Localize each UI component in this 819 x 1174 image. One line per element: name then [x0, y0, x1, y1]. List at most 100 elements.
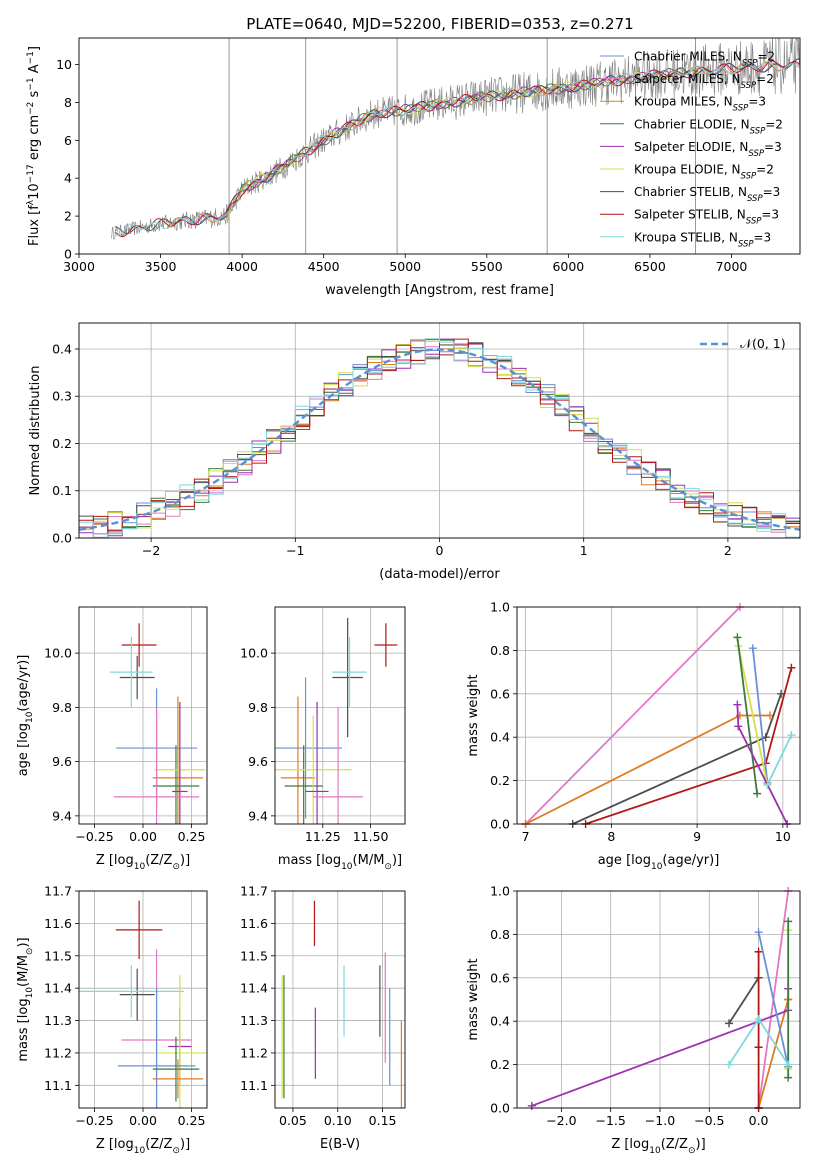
- y-tick-label: 11.7: [44, 884, 72, 899]
- y-tick-label: 11.7: [240, 884, 268, 899]
- y-tick-label: 11.4: [240, 981, 268, 996]
- y-tick-label: 0.0: [490, 817, 510, 832]
- x-tick-label: 0.25: [178, 829, 206, 844]
- errorbar-chabrier-elodie: [152, 1036, 200, 1102]
- errorbar-kroupa-elodie: [275, 715, 352, 824]
- weight-marker: [784, 1073, 793, 1082]
- x-tick-label: 0.0: [749, 1113, 769, 1128]
- x-tick-label: 0.00: [129, 829, 157, 844]
- weight-line-kroupa-miles: [525, 714, 770, 824]
- mass_vs_Z-grid: [79, 890, 207, 1108]
- errorbar-salpeter-stelib: [374, 623, 398, 667]
- legend-label: Salpeter ELODIE, NSSP=3: [634, 140, 782, 159]
- y-tick-label: 4: [64, 171, 72, 186]
- y-tick-label: 0.4: [490, 730, 510, 745]
- weight_vs_age-frame: [516, 606, 801, 825]
- weight-marker: [748, 644, 757, 653]
- weight-marker: [784, 917, 793, 926]
- y-tick-label: 10: [56, 57, 72, 72]
- weight_vs_age-y-label: mass weight: [466, 674, 481, 756]
- x-tick-label: −1.5: [595, 1113, 625, 1128]
- figure-title: PLATE=0640, MJD=52200, FIBERID=0353, z=0…: [246, 15, 633, 33]
- y-tick-label: 11.6: [240, 916, 268, 931]
- spectrum-flux-y-label: Flux [fλ10−17 erg cm−2 s−1 A−1]: [26, 46, 42, 246]
- y-tick-label: 11.4: [44, 981, 72, 996]
- y-tick-label: 0.3: [52, 389, 72, 404]
- y-tick-label: 2: [64, 209, 72, 224]
- age_vs_Z-grid: [79, 607, 207, 824]
- y-tick-label: 11.3: [240, 1013, 268, 1028]
- errorbar-salpeter-elodie: [305, 701, 329, 824]
- y-tick-label: 9.4: [52, 808, 72, 823]
- weight-line-chabrier-elodie: [736, 637, 758, 794]
- legend-label: Chabrier MILES, NSSP=2: [634, 50, 775, 69]
- spectrum-model-chabrier-elodie: [225, 68, 699, 215]
- y-tick-label: 11.2: [240, 1045, 268, 1060]
- weight_vs_Z-frame: [516, 890, 801, 1109]
- x-tick-label: −2: [142, 543, 160, 558]
- weight-marker: [784, 1060, 793, 1069]
- x-tick-label: 4000: [226, 259, 258, 274]
- legend-label: Salpeter MILES, NSSP=2: [634, 72, 774, 91]
- weight-marker: [734, 722, 743, 731]
- x-tick-label: 7000: [716, 259, 748, 274]
- x-tick-label: 6000: [552, 259, 584, 274]
- x-tick-label: 9: [693, 829, 701, 844]
- y-tick-label: 1.0: [490, 884, 510, 899]
- errorbar-kroupa-stelib: [332, 636, 367, 708]
- age_vs_Z-frame: [78, 606, 208, 825]
- errorbar-chabrier-elodie: [284, 745, 323, 824]
- weight-marker: [754, 1043, 763, 1052]
- y-tick-label: 6: [64, 133, 72, 148]
- x-tick-label: 0.00: [129, 1113, 157, 1128]
- weight-line-chabrier-miles: [757, 932, 790, 1067]
- errorbar-chabrier-miles: [117, 988, 196, 1108]
- spectrum-model-salpeter-stelib: [114, 60, 800, 238]
- weight-line-chabrier-stelib: [572, 693, 782, 824]
- y-tick-label: 11.3: [44, 1013, 72, 1028]
- x-tick-label: 7: [522, 829, 530, 844]
- y-tick-label: 9.8: [52, 700, 72, 715]
- age_vs_Z-y-label: age [log10(age/yr)]: [16, 655, 35, 777]
- x-tick-label: −2.0: [546, 1113, 576, 1128]
- x-tick-label: −0.5: [694, 1113, 724, 1128]
- spectrum-model-kroupa-stelib: [114, 60, 800, 236]
- spectrum-model-salpeter-elodie: [225, 70, 699, 219]
- weight-marker: [787, 731, 796, 740]
- errorbar-salpeter-miles: [313, 707, 363, 824]
- legend-label: Kroupa ELODIE, NSSP=2: [634, 163, 774, 182]
- y-tick-label: 11.1: [44, 1078, 72, 1093]
- x-tick-label: 11.50: [353, 829, 389, 844]
- weight-marker: [527, 1101, 536, 1110]
- residual-hist-kroupa-stelib: [79, 338, 800, 538]
- y-tick-label: 11.5: [240, 948, 268, 963]
- y-tick-label: 0.1: [52, 483, 72, 498]
- y-tick-label: 9.6: [248, 754, 268, 769]
- x-tick-label: 0: [436, 543, 444, 558]
- x-tick-label: 4500: [308, 259, 340, 274]
- y-tick-label: 9.8: [248, 700, 268, 715]
- errorbar-salpeter-elodie: [172, 701, 188, 824]
- weight_vs_age-x-label: age [log10(age/yr)]: [598, 853, 720, 872]
- age_vs_mass-grid: [275, 607, 405, 824]
- weight-line-chabrier-stelib: [728, 977, 760, 1024]
- weight-line-salpeter-miles: [524, 607, 741, 824]
- x-tick-label: −0.25: [75, 1113, 113, 1128]
- residual-y-label: Normed distribution: [28, 366, 43, 496]
- spectrum-x-label: wavelength [Angstrom, rest frame]: [325, 283, 554, 298]
- y-tick-label: 10.0: [240, 646, 268, 661]
- weight_vs_Z-axes: −2.0 −1.5 −1.0 −0.5 0.0 0.0 0.2 0.4 0.6 0.8 1.0: [490, 884, 800, 1128]
- y-tick-label: 0.4: [490, 1014, 510, 1029]
- mass_vs_Z-y-label: mass [log10(M/M⊙)]: [16, 937, 35, 1061]
- x-tick-label: −1.0: [645, 1113, 675, 1128]
- gaussian-legend-label: 𝒩(0, 1): [740, 336, 786, 351]
- x-tick-label: 6500: [634, 259, 666, 274]
- x-tick-label: 5500: [471, 259, 503, 274]
- y-tick-label: 11.1: [240, 1078, 268, 1093]
- y-tick-label: 9.6: [52, 754, 72, 769]
- weight-marker: [754, 1015, 763, 1024]
- y-tick-label: 10.0: [44, 646, 72, 661]
- legend-label: Kroupa MILES, NSSP=3: [634, 95, 766, 114]
